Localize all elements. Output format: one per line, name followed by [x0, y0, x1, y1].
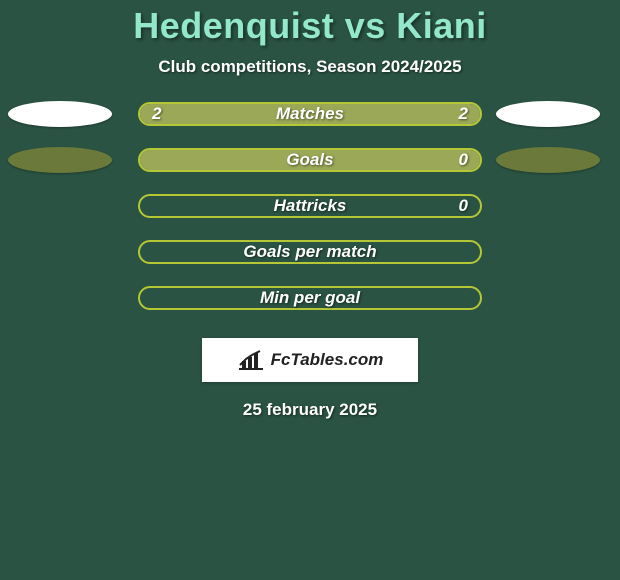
stat-value-right: 0	[459, 150, 468, 170]
stat-bar: Hattricks 0	[138, 194, 482, 218]
stat-row-min-per-goal: Min per goal	[0, 286, 620, 310]
stat-bar: 2 Matches 2	[138, 102, 482, 126]
stats-infographic: Hedenquist vs Kiani Club competitions, S…	[0, 0, 620, 420]
stat-row-matches: 2 Matches 2	[0, 102, 620, 126]
stat-row-hattricks: Hattricks 0	[0, 194, 620, 218]
oval-right-icon	[496, 101, 600, 127]
page-title: Hedenquist vs Kiani	[133, 5, 487, 47]
stat-bar: Min per goal	[138, 286, 482, 310]
stat-label: Goals per match	[243, 242, 376, 262]
stat-label: Matches	[276, 104, 344, 124]
oval-left-icon	[8, 147, 112, 173]
oval-left-icon	[8, 101, 112, 127]
stat-bar: Goals per match	[138, 240, 482, 264]
date-label: 25 february 2025	[243, 400, 377, 420]
stat-label: Min per goal	[260, 288, 360, 308]
badge-text: FcTables.com	[271, 350, 384, 370]
site-badge[interactable]: FcTables.com	[202, 338, 418, 382]
oval-right-icon	[496, 147, 600, 173]
stat-row-goals-per-match: Goals per match	[0, 240, 620, 264]
page-subtitle: Club competitions, Season 2024/2025	[158, 57, 461, 77]
stat-row-goals: Goals 0	[0, 148, 620, 172]
stat-value-right: 2	[459, 104, 468, 124]
stat-value-left: 2	[152, 104, 161, 124]
stat-value-right: 0	[459, 196, 468, 216]
stat-label: Hattricks	[274, 196, 347, 216]
stat-label: Goals	[286, 150, 333, 170]
stat-bar: Goals 0	[138, 148, 482, 172]
chart-icon	[237, 349, 265, 371]
